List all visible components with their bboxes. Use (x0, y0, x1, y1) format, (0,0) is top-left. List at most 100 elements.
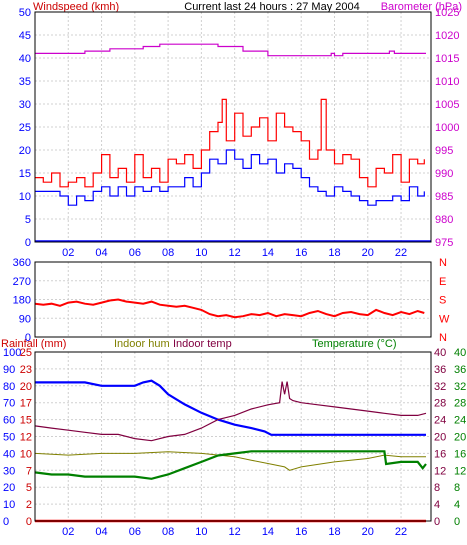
y-tick-label: 40 (19, 53, 31, 65)
rain-tick-label: 0 (26, 516, 32, 528)
y-tick-label: 15 (19, 168, 31, 180)
temperature-tick-label: 32 (454, 381, 466, 393)
compass-label: W (439, 313, 450, 325)
rain-tick-label: 12 (20, 432, 32, 444)
series-line-average (35, 149, 425, 206)
humidity-tick-label: 100 (3, 347, 21, 359)
temperature-tick-label: 4 (454, 499, 460, 511)
y2-tick-label: 985 (435, 191, 453, 203)
x-tick-label: 06 (129, 247, 141, 259)
temperature-tick-label: 28 (454, 398, 466, 410)
y-tick-label: 35 (19, 76, 31, 88)
indoor-temp-tick-label: 20 (434, 432, 446, 444)
y-tick-label: 25 (19, 122, 31, 134)
humidity-tick-label: 50 (3, 432, 15, 444)
x-tick-label: 16 (295, 526, 307, 538)
x-tick-label: 22 (395, 526, 407, 538)
indoor-temp-tick-label: 40 (434, 347, 446, 359)
indoor-temp-tick-label: 28 (434, 398, 446, 410)
humidity-tick-label: 30 (3, 465, 15, 477)
y-tick-label: 5 (25, 214, 31, 226)
x-tick-label: 06 (129, 526, 141, 538)
humidity-tick-label: 10 (3, 499, 15, 511)
y2-tick-label: 1015 (435, 53, 459, 65)
rain-tick-label: 20 (20, 381, 32, 393)
rain-tick-label: 23 (20, 364, 32, 376)
rain-tick-label: 5 (26, 482, 32, 494)
humidity-tick-label: 20 (3, 482, 15, 494)
windspeed-axis-label: Windspeed (kmh) (33, 1, 119, 13)
x-tick-label: 20 (362, 247, 374, 259)
y-tick-label: 30 (19, 99, 31, 111)
x-tick-label: 10 (195, 247, 207, 259)
x-tick-label: 18 (328, 247, 340, 259)
indoor-temp-tick-label: 36 (434, 364, 446, 376)
x-tick-label: 02 (62, 526, 74, 538)
compass-label: N (439, 257, 447, 269)
x-tick-label: 22 (395, 247, 407, 259)
y-tick-label: 20 (19, 145, 31, 157)
compass-label: S (439, 295, 446, 307)
temperature-tick-label: 24 (454, 415, 466, 427)
temperature-tick-label: 20 (454, 432, 466, 444)
x-tick-label: 02 (62, 247, 74, 259)
series-line-barometer (35, 43, 426, 57)
temperature-tick-label: 16 (454, 448, 466, 460)
series-line-gust (35, 98, 425, 188)
direction-tick-label: 360 (13, 257, 31, 269)
y2-tick-label: 1005 (435, 99, 459, 111)
humidity-tick-label: 90 (3, 364, 15, 376)
indoor-temp-label: Indoor temp (173, 338, 232, 350)
rain-tick-label: 25 (20, 347, 32, 359)
x-tick-label: 16 (295, 247, 307, 259)
barometer-axis-label: Barometer (hPa) (381, 1, 462, 13)
x-tick-label: 08 (162, 247, 174, 259)
y2-tick-label: 995 (435, 145, 453, 157)
x-tick-label: 08 (162, 526, 174, 538)
indoor-temp-tick-label: 0 (434, 516, 440, 528)
x-tick-label: 04 (95, 247, 107, 259)
indoor-temp-tick-label: 8 (434, 482, 440, 494)
x-tick-label: 14 (262, 247, 274, 259)
y2-tick-label: 1000 (435, 122, 459, 134)
indoor-temp-tick-label: 24 (434, 415, 446, 427)
y2-tick-label: 1025 (435, 7, 459, 19)
chart-title: Current last 24 hours : 27 May 2004 (184, 1, 359, 13)
indoor-hum-label: Indoor hum (114, 338, 170, 350)
x-tick-label: 12 (229, 247, 241, 259)
temperature-tick-label: 40 (454, 347, 466, 359)
y2-tick-label: 975 (435, 237, 453, 249)
direction-tick-label: 180 (13, 295, 31, 307)
x-tick-label: 12 (229, 526, 241, 538)
rainfall-label: Rainfall (mm) (1, 338, 66, 350)
rain-tick-label: 10 (20, 448, 32, 460)
temperature-tick-label: 36 (454, 364, 466, 376)
humidity-tick-label: 0 (3, 516, 9, 528)
indoor-temp-tick-label: 32 (434, 381, 446, 393)
x-tick-label: 14 (262, 526, 274, 538)
direction-tick-label: 90 (19, 313, 31, 325)
x-tick-label: 18 (328, 526, 340, 538)
humidity-tick-label: 40 (3, 448, 15, 460)
series-line-direction (34, 298, 425, 319)
direction-tick-label: 0 (25, 332, 31, 344)
y-tick-label: 50 (19, 7, 31, 19)
indoor-temp-tick-label: 12 (434, 465, 446, 477)
y-tick-label: 10 (19, 191, 31, 203)
temperature-tick-label: 12 (454, 465, 466, 477)
series-line-indoor_hum (34, 451, 426, 471)
rain-tick-label: 7 (26, 465, 32, 477)
compass-label: N (439, 332, 447, 344)
series-line-outdoor_hum (35, 379, 426, 436)
rain-tick-label: 15 (20, 415, 32, 427)
humidity-tick-label: 70 (3, 398, 15, 410)
y-tick-label: 0 (25, 237, 31, 249)
temperature-tick-label: 0 (454, 516, 460, 528)
temperature-tick-label: 8 (454, 482, 460, 494)
rain-tick-label: 2 (26, 499, 32, 511)
indoor-temp-tick-label: 16 (434, 448, 446, 460)
compass-label: E (439, 276, 446, 288)
y2-tick-label: 1010 (435, 76, 459, 88)
